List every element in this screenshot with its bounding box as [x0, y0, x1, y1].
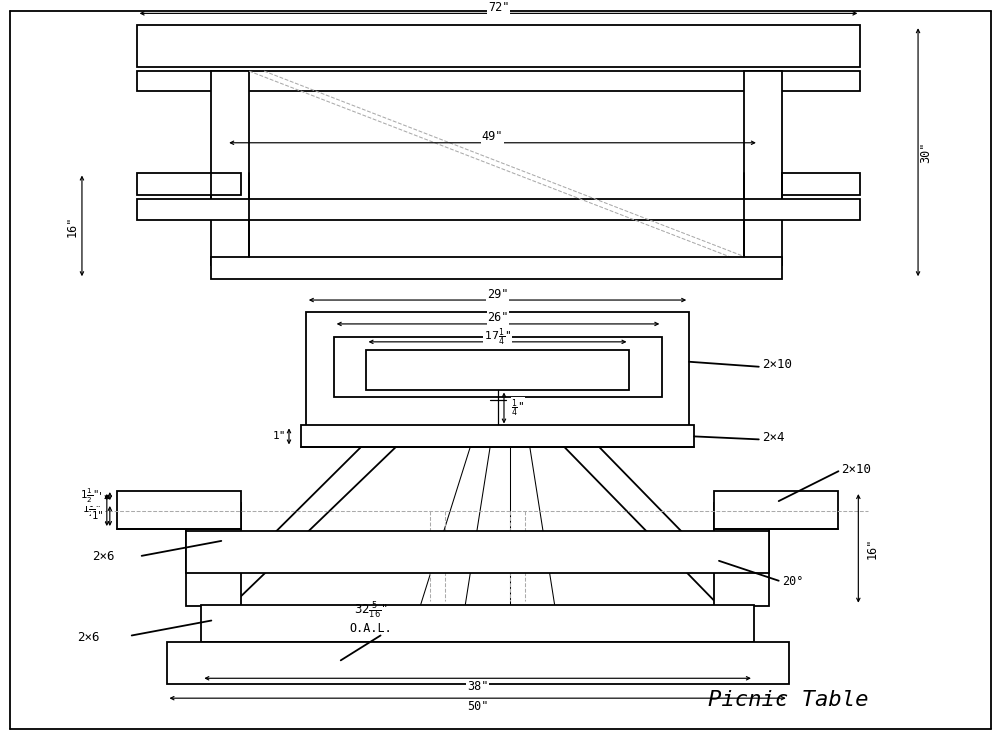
Text: 49": 49"	[481, 130, 504, 143]
Text: Picnic Table: Picnic Table	[708, 690, 868, 710]
Text: 2×10: 2×10	[762, 358, 792, 371]
Text: 2×6: 2×6	[77, 631, 99, 644]
Bar	[714, 491, 839, 529]
Text: 2×10: 2×10	[842, 463, 872, 476]
Text: O.A.L.: O.A.L.	[349, 622, 392, 635]
Bar	[301, 425, 694, 447]
Bar	[714, 503, 769, 606]
Bar	[211, 257, 782, 279]
Bar	[365, 350, 630, 390]
Bar	[211, 71, 249, 265]
Text: 2×4: 2×4	[762, 431, 784, 444]
Bar	[137, 25, 860, 67]
Text: 72": 72"	[487, 1, 510, 14]
Bar	[186, 503, 241, 606]
Text: 29": 29"	[486, 287, 509, 301]
Bar	[201, 604, 754, 643]
Text: 26": 26"	[487, 312, 509, 324]
Text: $\frac{1}{4}$": $\frac{1}{4}$"	[512, 397, 525, 419]
Text: $32\frac{5}{16}$": $32\frac{5}{16}$"	[353, 600, 387, 621]
Bar	[137, 198, 860, 220]
Bar	[306, 312, 689, 427]
Text: 16": 16"	[65, 215, 78, 237]
Bar	[137, 172, 241, 195]
Text: $17\frac{1}{4}$": $17\frac{1}{4}$"	[483, 326, 512, 348]
Text: $1\frac{1}{2}$": $1\frac{1}{2}$"	[82, 501, 101, 520]
Text: 2×6: 2×6	[92, 551, 114, 563]
Text: $1\frac{1}{2}$": $1\frac{1}{2}$"	[80, 487, 99, 506]
Bar	[137, 71, 860, 91]
Bar	[744, 71, 782, 265]
Text: 1": 1"	[91, 492, 103, 502]
Text: 1": 1"	[92, 511, 104, 521]
Bar	[166, 643, 789, 684]
Bar	[333, 337, 663, 397]
Bar	[782, 172, 860, 195]
Text: 1": 1"	[272, 431, 285, 441]
Text: 20°: 20°	[782, 575, 803, 588]
Text: 16": 16"	[866, 538, 879, 559]
Text: 30": 30"	[920, 142, 933, 163]
Bar	[186, 531, 769, 573]
Bar	[117, 491, 241, 529]
Text: 50": 50"	[466, 699, 488, 713]
Text: 38": 38"	[466, 680, 488, 693]
